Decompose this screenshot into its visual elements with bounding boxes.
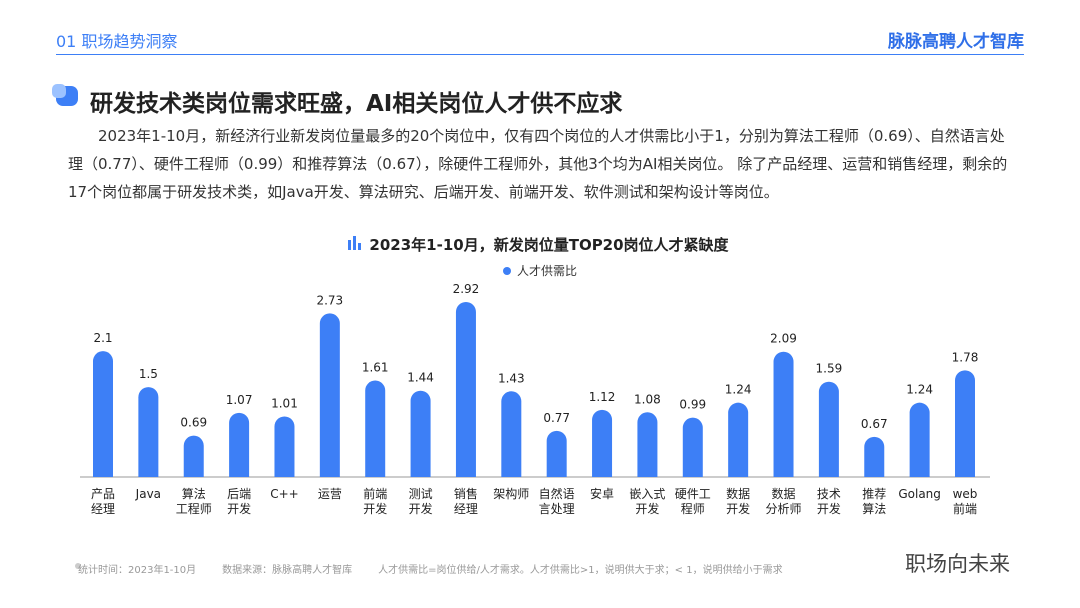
- x-tick-label: 前端 开发: [363, 487, 388, 516]
- legend-dot: [502, 267, 511, 275]
- bar: [682, 417, 703, 477]
- value-label: 0.67: [861, 417, 888, 431]
- bar: [274, 416, 295, 477]
- bar: [501, 391, 522, 477]
- bar: [818, 381, 839, 477]
- bar: [229, 412, 250, 477]
- bar: [183, 435, 204, 477]
- value-label: 1.12: [589, 390, 616, 404]
- value-label: 1.78: [952, 350, 979, 364]
- bar: [410, 390, 431, 477]
- x-tick-label: 硬件工 程师: [674, 487, 711, 516]
- x-tick-label: 测试 开发: [408, 487, 433, 516]
- value-label: 0.77: [543, 411, 570, 425]
- bar: [138, 387, 159, 477]
- heading-icon: [52, 84, 66, 98]
- title-icon: [353, 236, 356, 250]
- value-label: 2.92: [453, 282, 480, 296]
- value-label: 1.24: [725, 383, 752, 397]
- bar: [365, 380, 386, 477]
- value-label: 0.99: [679, 398, 706, 412]
- foot-dot: [75, 563, 81, 569]
- heading: 研发技术类岗位需求旺盛，AI相关岗位人才供不应求: [90, 91, 623, 117]
- bar: [864, 436, 885, 477]
- bar: [455, 302, 476, 477]
- x-tick-label: 后端 开发: [227, 487, 252, 516]
- x-tick-label: 运营: [317, 487, 342, 501]
- foot-note: 人才供需比=岗位供给/人才需求。人才供需比>1，说明供大于求；< 1，说明供给小…: [378, 565, 783, 576]
- value-label: 1.01: [271, 396, 298, 410]
- x-tick-label: 推荐 算法: [862, 487, 887, 516]
- value-label: 2.1: [93, 331, 112, 345]
- x-tick-label: Golang: [898, 487, 941, 501]
- value-label: 2.73: [316, 293, 343, 307]
- x-tick-label: 嵌入式 开发: [629, 487, 666, 516]
- x-tick-label: 技术 开发: [816, 487, 841, 516]
- value-label: 1.07: [226, 393, 253, 407]
- x-tick-label: 数据 分析师: [765, 487, 802, 516]
- bar: [319, 313, 340, 477]
- x-tick-label: C++: [270, 487, 299, 501]
- chart-title: 2023年1-10月，新发岗位量TOP20岗位人才紧缺度: [0, 234, 1080, 255]
- legend-label: 人才供需比: [516, 264, 577, 278]
- bar: [546, 430, 567, 477]
- value-label: 1.08: [634, 392, 661, 406]
- x-tick-label: Java: [135, 487, 162, 501]
- paragraph: 2023年1-10月，新经济行业新发岗位量最多的20个岗位中，仅有四个岗位的人才…: [68, 127, 1008, 201]
- x-tick-label: 算法 工程师: [175, 487, 212, 516]
- x-tick-label: 架构师: [493, 487, 530, 501]
- footer: 统计时间：2023年1-10月 数据来源：脉脉高聘人才智库 人才供需比=岗位供给/人…: [78, 561, 809, 576]
- foot-source: 数据来源：脉脉高聘人才智库: [222, 565, 353, 576]
- bar: [955, 370, 975, 477]
- bar: [592, 409, 613, 477]
- value-label: 1.43: [498, 371, 525, 385]
- title-icon: [358, 243, 361, 250]
- value-label: 0.69: [180, 416, 207, 430]
- bar: [773, 351, 794, 477]
- x-tick-label: web 前端: [952, 487, 978, 516]
- legend: 人才供需比: [0, 262, 1080, 279]
- value-label: 1.24: [906, 383, 933, 397]
- title-icon: [348, 240, 351, 250]
- chart-title-text: 2023年1-10月，新发岗位量TOP20岗位人才紧缺度: [369, 236, 729, 254]
- x-tick-label: 产品 经理: [90, 487, 115, 516]
- bar: [637, 412, 658, 477]
- foot-time: 统计时间：2023年1-10月: [78, 565, 197, 576]
- x-tick-label: 安卓: [590, 487, 615, 501]
- x-tick-label: 自然语 言处理: [538, 487, 575, 516]
- brand: 脉脉高聘人才智库: [888, 32, 1024, 52]
- rule: [56, 54, 1024, 55]
- value-label: 1.61: [362, 361, 389, 375]
- value-label: 1.59: [816, 362, 843, 376]
- bar: [93, 351, 113, 477]
- bar: [728, 402, 749, 477]
- section: 01 职场趋势洞察: [56, 32, 178, 51]
- value-label: 2.09: [770, 332, 797, 346]
- value-label: 1.44: [407, 371, 434, 385]
- x-tick-label: 数据 开发: [726, 487, 751, 516]
- watermark: 职场向未来: [905, 552, 1010, 576]
- bar: [909, 402, 930, 477]
- value-label: 1.5: [139, 367, 158, 381]
- x-tick-label: 销售 经理: [453, 487, 478, 516]
